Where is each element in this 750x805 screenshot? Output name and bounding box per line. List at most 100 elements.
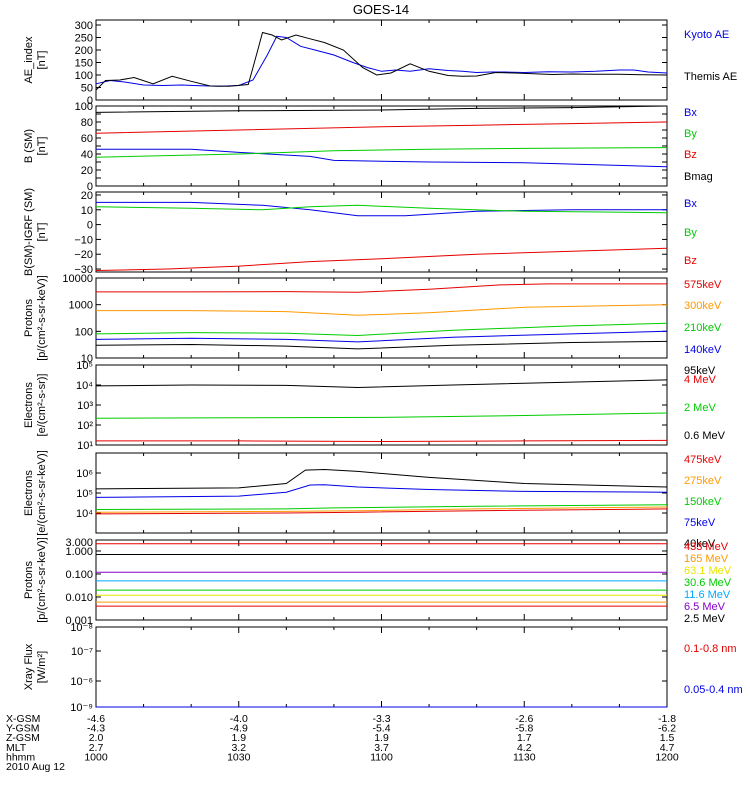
y-axis-title: [p/(cm²-s-sr-keV)] bbox=[36, 275, 48, 361]
y-axis-title: B(SM)-IGRF (SM) bbox=[23, 188, 35, 276]
panel-frame bbox=[95, 105, 668, 187]
panel-6: 10⁴ 10⁵ 10⁶ Electrons [e/(cm²-s-sr-keV)] 475k… bbox=[23, 450, 722, 550]
ephemeris-date: 2010 Aug 12 bbox=[6, 761, 65, 773]
ephemeris-value: -5.4 bbox=[372, 723, 390, 735]
y-tick-label: 200 bbox=[75, 45, 93, 57]
y-tick-label: 100 bbox=[75, 326, 93, 338]
legend-entry: Bz bbox=[684, 255, 697, 267]
ephemeris-value: 1100 bbox=[370, 751, 393, 763]
legend-entry: 4 MeV bbox=[684, 374, 716, 386]
legend-entry: 150keV bbox=[684, 496, 722, 508]
panel-5: 10¹ 10² 10³ 10⁴ 10⁵ Electrons [e/(cm²-s-sr)] 4 … bbox=[23, 360, 726, 452]
ephemeris-value: -4.6 bbox=[87, 713, 105, 725]
series-line-475kev bbox=[95, 508, 668, 515]
panel-2: 0 20 40 60 80 100 B (SM) [nT] Bx By Bz Bmag bbox=[23, 101, 713, 193]
legend-entry: Kyoto AE bbox=[684, 29, 729, 41]
legend-entry: 140keV bbox=[684, 344, 722, 356]
legend-entry: 210keV bbox=[684, 322, 722, 334]
y-tick-label: 3.000 bbox=[65, 537, 93, 549]
legend-entry: 0.6 MeV bbox=[684, 430, 726, 442]
ephemeris-value: 1.9 bbox=[231, 732, 246, 744]
series-line-0-6-mev bbox=[95, 379, 668, 389]
series-line-bmag bbox=[95, 105, 668, 113]
y-tick-label: 1000 bbox=[69, 300, 93, 312]
y-tick-label: −20 bbox=[74, 249, 93, 261]
y-axis-title: Electrons bbox=[23, 382, 35, 428]
y-axis-title: [W/m²] bbox=[36, 651, 48, 683]
y-tick-label: 60 bbox=[81, 133, 93, 145]
legend-entry: 433 MeV bbox=[684, 541, 729, 553]
y-tick-label: 10⁵ bbox=[76, 488, 93, 500]
panel-frame bbox=[95, 19, 668, 101]
y-tick-label: 10⁵ bbox=[76, 360, 93, 372]
series-line-300kev bbox=[96, 304, 668, 316]
y-axis-title: [p/(cm²-s-sr-keV)] bbox=[36, 537, 48, 623]
y-tick-label: 0.010 bbox=[65, 592, 93, 604]
panel-frame bbox=[95, 277, 668, 359]
y-tick-label: 10¹ bbox=[77, 440, 93, 452]
legend-entry: 165 MeV bbox=[684, 553, 729, 565]
ephemeris-value: 2.7 bbox=[89, 742, 104, 754]
series-line-by bbox=[95, 204, 668, 214]
y-tick-label: −30 bbox=[74, 264, 93, 276]
y-tick-label: 100 bbox=[75, 70, 93, 82]
legend-entry: 275keV bbox=[684, 475, 722, 487]
y-tick-label: −10 bbox=[74, 234, 93, 246]
ephemeris-value: 1130 bbox=[513, 751, 536, 763]
y-tick-label: 250 bbox=[75, 33, 93, 45]
y-tick-label: 10⁻⁸ bbox=[70, 622, 93, 634]
y-tick-label: 10⁻⁹ bbox=[70, 702, 93, 714]
series-line-140kev bbox=[95, 330, 668, 343]
legend-entry: 75keV bbox=[684, 517, 716, 529]
legend-entry: By bbox=[684, 128, 697, 140]
y-tick-label: 1.000 bbox=[65, 546, 93, 558]
ephemeris-value: 3.2 bbox=[231, 742, 246, 754]
chart-title: GOES-14 bbox=[353, 2, 409, 17]
y-tick-label: 10000 bbox=[62, 273, 93, 285]
y-tick-label: 10⁴ bbox=[76, 380, 93, 392]
legend-entry: 30.6 MeV bbox=[684, 577, 732, 589]
y-tick-label: 80 bbox=[81, 117, 93, 129]
panel-frame bbox=[95, 364, 668, 446]
ephemeris-value: 4.2 bbox=[517, 742, 532, 754]
y-tick-label: 20 bbox=[81, 190, 93, 202]
series-line-575kev bbox=[96, 283, 667, 293]
ephemeris-row-label: Z-GSM bbox=[6, 732, 40, 744]
panel-3: −30 −20 −10 0 10 20 B(SM)-IGRF (SM) [nT] Bx By Bz bbox=[23, 188, 697, 276]
y-tick-label: 10⁶ bbox=[76, 468, 93, 480]
legend-entry: Bx bbox=[684, 198, 697, 210]
y-axis-title: Protons bbox=[23, 299, 35, 337]
series-line-2-mev bbox=[95, 412, 668, 419]
legend-entry: 6.5 MeV bbox=[684, 601, 726, 613]
ephemeris-value: -4.0 bbox=[230, 713, 248, 725]
ephemeris-value: 1200 bbox=[655, 751, 679, 763]
legend-entry: 475keV bbox=[684, 454, 722, 466]
ephemeris-value: 2.0 bbox=[89, 732, 104, 744]
y-tick-label: 10⁴ bbox=[76, 508, 93, 520]
series-line-4-mev bbox=[96, 439, 668, 443]
series-line-40kev bbox=[95, 468, 668, 490]
panel-frame bbox=[95, 452, 668, 534]
ephemeris-value: -2.6 bbox=[515, 713, 533, 725]
y-axis-title: Xray Flux bbox=[23, 643, 35, 690]
panel-frame bbox=[95, 539, 668, 621]
panel-frame bbox=[95, 191, 668, 273]
legend-entry: Themis AE bbox=[684, 71, 737, 83]
y-tick-label: 300 bbox=[75, 20, 93, 32]
y-tick-label: 10⁻⁷ bbox=[71, 646, 93, 658]
ephemeris-row-label: X-GSM bbox=[6, 713, 40, 725]
series-line-bz bbox=[95, 247, 668, 271]
series-line-150kev bbox=[95, 504, 668, 510]
panel-8: 10⁻⁹ 10⁻⁸ 10⁻⁷ 10⁻⁶ Xray Flux [W/m²] 0.1-0.8 n… bbox=[23, 543, 743, 714]
legend-entry: 2 MeV bbox=[684, 402, 716, 414]
y-axis-title: [e/(cm²-s-sr-keV)] bbox=[36, 450, 48, 536]
y-tick-label: 10² bbox=[77, 420, 93, 432]
legend-entry: By bbox=[684, 227, 697, 239]
ephemeris-value: 1030 bbox=[227, 751, 251, 763]
ephemeris-value: 3.7 bbox=[374, 742, 389, 754]
series-line-kyoto-ae bbox=[95, 35, 668, 87]
y-axis-title: Electrons bbox=[23, 470, 35, 516]
y-tick-label: 0 bbox=[87, 181, 93, 193]
series-line-210kev bbox=[95, 322, 668, 337]
